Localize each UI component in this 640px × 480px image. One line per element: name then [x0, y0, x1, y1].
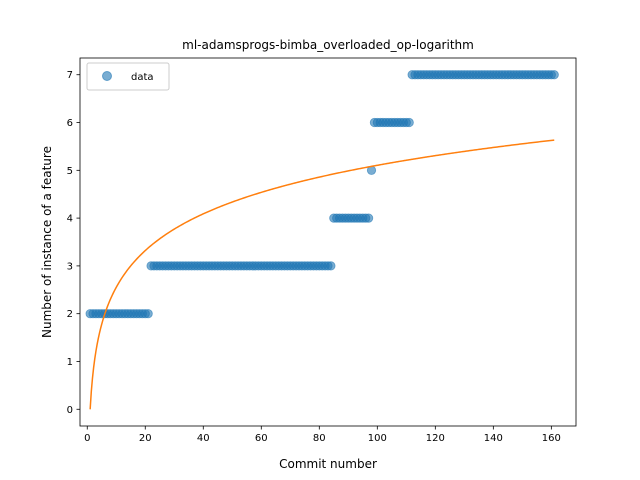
x-tick-label: 0	[84, 433, 90, 444]
legend-label-data: data	[131, 72, 154, 83]
x-tick-label: 80	[313, 433, 326, 444]
y-tick-label: 5	[67, 166, 73, 177]
x-tick-label: 60	[255, 433, 268, 444]
y-tick-label: 7	[67, 70, 73, 81]
data-point	[404, 117, 414, 128]
fit-line	[89, 139, 555, 410]
x-tick-label: 100	[368, 433, 387, 444]
x-tick-label: 160	[542, 433, 561, 444]
legend: data	[86, 62, 170, 91]
x-tick-label: 120	[426, 433, 445, 444]
y-tick-label: 3	[67, 261, 73, 272]
axes-frame	[79, 57, 577, 427]
plot-area: 0 20 40 60 80 100 120 140 160 0 1 2 3 4 5 6 7	[67, 57, 577, 444]
data-point	[549, 70, 559, 80]
y-tick-label: 1	[67, 357, 73, 368]
x-tick-label: 140	[484, 433, 503, 444]
y-axis-label: Number of instance of a feature	[40, 146, 54, 338]
legend-frame	[86, 62, 170, 91]
y-tick-label: 0	[67, 405, 73, 416]
data-point	[364, 213, 374, 223]
x-tick-label: 20	[139, 433, 152, 444]
y-tick-label: 6	[67, 118, 73, 129]
y-tick-label: 2	[67, 309, 73, 320]
data-point	[143, 309, 153, 319]
x-tick-label: 40	[197, 433, 210, 444]
data-point	[326, 261, 336, 271]
chart-title: ml-adamsprogs-bimba_overloaded_op-logari…	[182, 38, 474, 52]
legend-marker-data	[102, 71, 112, 81]
y-tick-label: 4	[67, 214, 73, 225]
x-axis-label: Commit number	[279, 457, 377, 471]
